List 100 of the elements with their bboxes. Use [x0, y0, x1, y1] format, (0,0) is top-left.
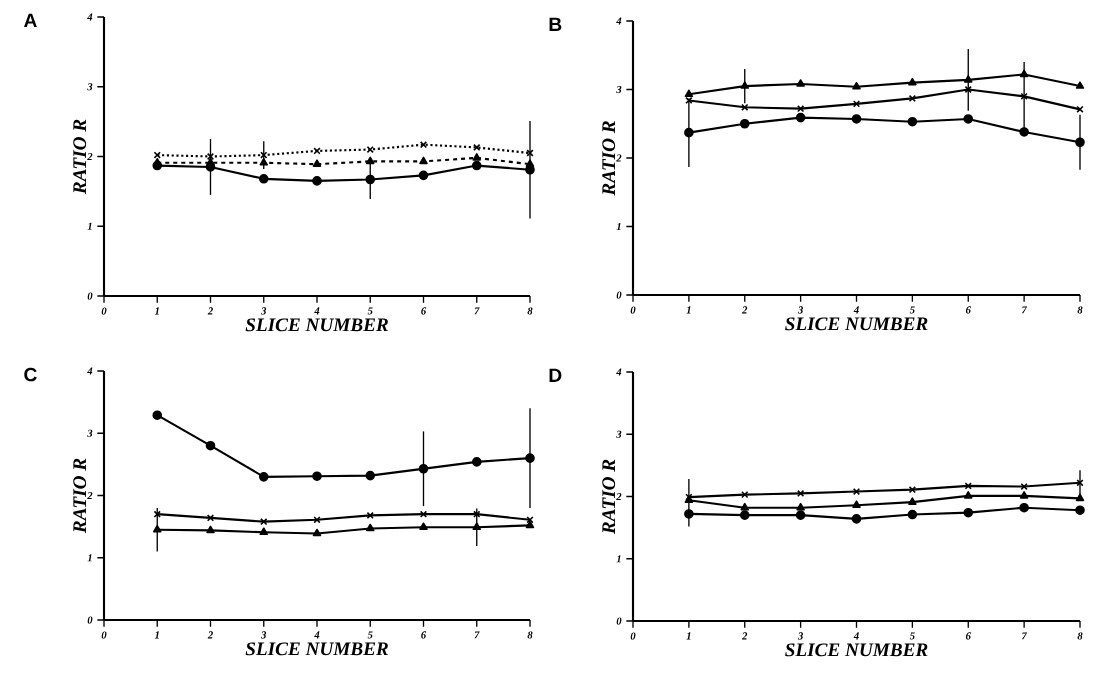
point — [1019, 127, 1029, 137]
point — [1075, 137, 1085, 148]
y-tick-label: 3 — [87, 429, 93, 437]
x-tick-label: 4 — [314, 307, 320, 315]
y-axis-title: RATIO R — [602, 121, 616, 196]
point — [365, 523, 375, 532]
point — [963, 114, 974, 124]
x-tick-label: 4 — [853, 632, 859, 640]
point — [741, 103, 749, 111]
point — [908, 486, 916, 494]
point — [418, 463, 429, 474]
y-tick-label: 1 — [87, 222, 92, 230]
x-tick-label: 1 — [686, 306, 691, 314]
x-axis-title: SLICE NUMBER — [245, 642, 388, 656]
x-tick-label: 7 — [474, 631, 480, 639]
x-tick-label: 7 — [474, 307, 480, 315]
point — [365, 470, 376, 481]
y-tick-label: 4 — [616, 17, 622, 25]
y-tick-label: 1 — [616, 222, 621, 231]
point — [851, 114, 862, 124]
point — [852, 500, 861, 509]
point — [152, 410, 163, 420]
x-tick-label: 1 — [154, 631, 159, 639]
x-tick-label: 3 — [797, 306, 803, 314]
point — [365, 156, 375, 165]
x-tick-label: 8 — [527, 307, 533, 315]
y-tick-label: 2 — [616, 154, 622, 162]
x-axis-title: SLICE NUMBER — [785, 643, 928, 657]
x-tick-label: 3 — [261, 307, 267, 315]
chart-title: B — [549, 17, 562, 31]
point — [797, 105, 805, 113]
point — [419, 156, 428, 165]
point — [851, 514, 862, 524]
y-tick-label: 4 — [616, 368, 622, 376]
point — [312, 176, 322, 186]
point — [419, 522, 428, 531]
y-tick-label: 2 — [616, 492, 622, 501]
point — [419, 141, 428, 149]
chart-title: A — [24, 13, 37, 27]
x-tick-label: 0 — [630, 632, 636, 640]
point — [258, 174, 269, 184]
point — [796, 502, 805, 511]
x-tick-label: 0 — [101, 307, 107, 315]
point — [907, 509, 918, 520]
y-tick-label: 0 — [87, 616, 93, 624]
chart-title: C — [24, 367, 37, 382]
point — [153, 510, 161, 518]
x-tick-label: 2 — [207, 631, 213, 639]
x-tick-label: 6 — [965, 632, 971, 640]
point — [259, 527, 269, 536]
point — [206, 157, 215, 166]
point — [1019, 502, 1029, 513]
x-tick-label: 8 — [1077, 632, 1083, 640]
x-tick-label: 1 — [686, 632, 691, 640]
point — [963, 507, 974, 518]
point — [525, 520, 535, 529]
y-tick-label: 3 — [616, 85, 622, 94]
x-tick-label: 3 — [261, 631, 267, 639]
point — [852, 81, 861, 90]
x-tick-label: 4 — [853, 306, 859, 314]
point — [312, 528, 322, 537]
y-tick-label: 0 — [87, 292, 93, 300]
point — [963, 491, 973, 499]
y-tick-label: 2 — [87, 152, 93, 161]
point — [908, 94, 916, 103]
chart-title: D — [549, 368, 562, 382]
x-tick-label: 7 — [1021, 306, 1028, 314]
point — [473, 510, 481, 518]
point — [1019, 69, 1029, 78]
x-tick-label: 5 — [367, 307, 373, 315]
point — [526, 149, 534, 157]
y-tick-label: 1 — [87, 554, 92, 562]
point — [525, 159, 535, 167]
point — [472, 522, 482, 531]
point — [740, 81, 750, 89]
point — [418, 170, 429, 181]
y-tick-label: 4 — [87, 367, 93, 375]
y-tick-label: 4 — [87, 13, 93, 21]
point — [313, 147, 321, 155]
point — [1075, 505, 1085, 515]
point — [1075, 493, 1085, 502]
x-tick-label: 1 — [154, 307, 159, 315]
y-tick-label: 2 — [87, 491, 93, 500]
point — [797, 489, 805, 498]
point — [1019, 491, 1029, 499]
x-tick-label: 0 — [630, 306, 636, 314]
y-tick-label: 3 — [616, 430, 622, 438]
x-tick-label: 2 — [207, 307, 213, 315]
x-axis-title: SLICE NUMBER — [785, 317, 928, 331]
point — [471, 457, 482, 467]
x-tick-label: 6 — [421, 307, 427, 315]
point — [206, 525, 215, 534]
y-tick-label: 3 — [87, 83, 93, 91]
point — [205, 440, 216, 451]
x-tick-label: 8 — [527, 631, 533, 639]
point — [908, 497, 917, 505]
x-tick-label: 6 — [421, 631, 427, 639]
point — [684, 509, 694, 519]
x-tick-label: 0 — [101, 631, 107, 639]
point — [471, 160, 482, 171]
